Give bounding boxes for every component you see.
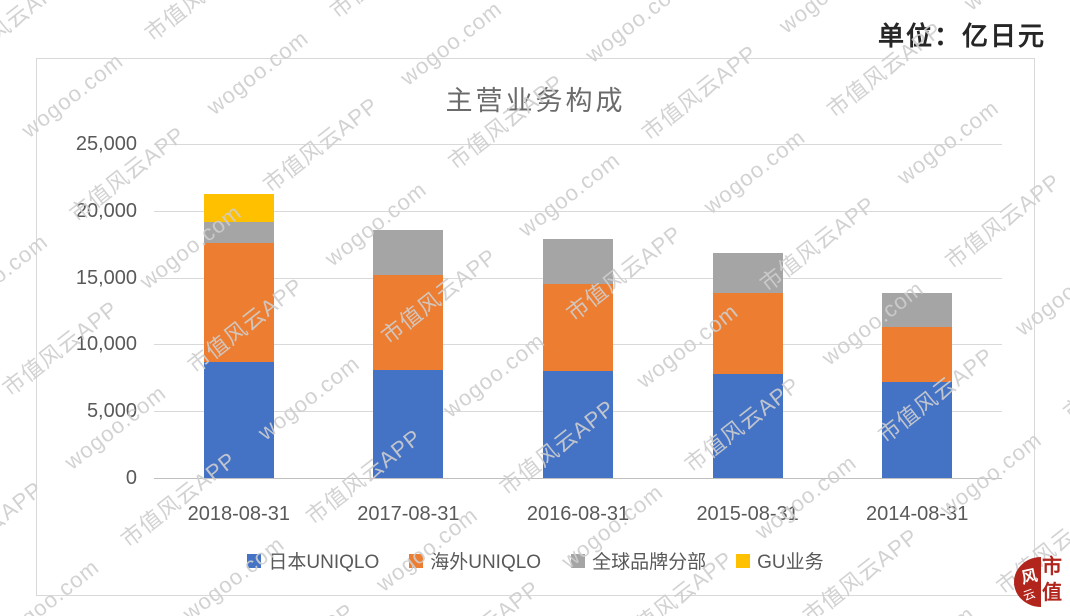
bar-segment-overseas-uniqlo	[712, 293, 783, 374]
legend-item-overseas-uniqlo: 海外UNIQLO	[409, 547, 541, 574]
x-tick-label: 2016-08-31	[526, 503, 630, 525]
bar-segment-global-brands	[882, 293, 953, 328]
brand-logo: 风 云 市 值	[1014, 554, 1068, 610]
y-tick-label: 5,000	[86, 400, 137, 423]
bar-column	[882, 293, 953, 478]
legend: 日本UNIQLO 海外UNIQLO 全球品牌分部 GU业务	[37, 547, 1034, 574]
legend-item-global-brands: 全球品牌分部	[571, 547, 706, 574]
legend-label: 全球品牌分部	[592, 552, 707, 573]
unit-label: 单位：亿日元	[877, 21, 1046, 51]
legend-item-gu: GU业务	[736, 547, 824, 574]
bar-segment-global-brands	[712, 253, 783, 294]
seal-wordmark: 市 值	[1042, 554, 1062, 606]
bar-segment-japan-uniqlo	[373, 369, 444, 478]
bar-segment-global-brands	[203, 222, 274, 243]
gridline	[154, 210, 1002, 212]
bar-segment-global-brands	[373, 229, 444, 276]
seal-cloud-glyph: 云	[1021, 586, 1038, 604]
bar-segment-japan-uniqlo	[712, 373, 783, 478]
x-axis-line	[154, 478, 1002, 479]
seal-wordmark-bottom: 值	[1042, 582, 1062, 604]
x-tick-label: 2017-08-31	[357, 503, 460, 525]
legend-swatch-global-brands	[571, 553, 586, 568]
y-tick-label: 0	[125, 467, 137, 489]
bar-segment-japan-uniqlo	[203, 362, 274, 478]
bar-column	[712, 253, 783, 478]
chart-box: 主营业务构成 0 5,000 10,000 15,000 20,000 25,000 201…	[36, 58, 1035, 596]
chart-title: 主营业务构成	[445, 86, 626, 116]
bar-column	[543, 239, 613, 478]
bar-segment-japan-uniqlo	[882, 382, 953, 478]
bar-segment-overseas-uniqlo	[543, 283, 613, 372]
bar-segment-japan-uniqlo	[543, 371, 613, 478]
bar-column	[373, 229, 444, 478]
x-tick-label: 2018-08-31	[187, 503, 290, 525]
bar-column	[203, 193, 274, 478]
bar-segment-overseas-uniqlo	[203, 242, 274, 363]
legend-swatch-gu	[736, 553, 751, 568]
y-tick-label: 10,000	[75, 333, 137, 356]
bar-segment-gu	[203, 193, 274, 223]
plot-area: 0 5,000 10,000 15,000 20,000 25,000 2018-08-31…	[37, 59, 1034, 595]
legend-swatch-overseas-uniqlo	[409, 553, 424, 568]
legend-label: 日本UNIQLO	[268, 552, 380, 573]
y-tick-label: 20,000	[75, 199, 137, 222]
x-tick-label: 2014-08-31	[866, 503, 969, 525]
y-tick-label: 15,000	[75, 266, 137, 289]
legend-label: 海外UNIQLO	[430, 552, 542, 573]
seal-wordmark-top: 市	[1042, 556, 1062, 578]
y-tick-label: 25,000	[75, 133, 137, 155]
bar-segment-overseas-uniqlo	[373, 275, 444, 370]
legend-label: GU业务	[757, 552, 824, 573]
bar-segment-overseas-uniqlo	[882, 327, 953, 383]
gridline	[154, 144, 1002, 145]
legend-swatch-japan-uniqlo	[247, 553, 262, 568]
bar-segment-global-brands	[543, 239, 613, 284]
seal-disc-icon: 风 云	[1014, 557, 1041, 607]
x-tick-label: 2015-08-31	[696, 503, 799, 525]
legend-item-japan-uniqlo: 日本UNIQLO	[247, 547, 379, 574]
